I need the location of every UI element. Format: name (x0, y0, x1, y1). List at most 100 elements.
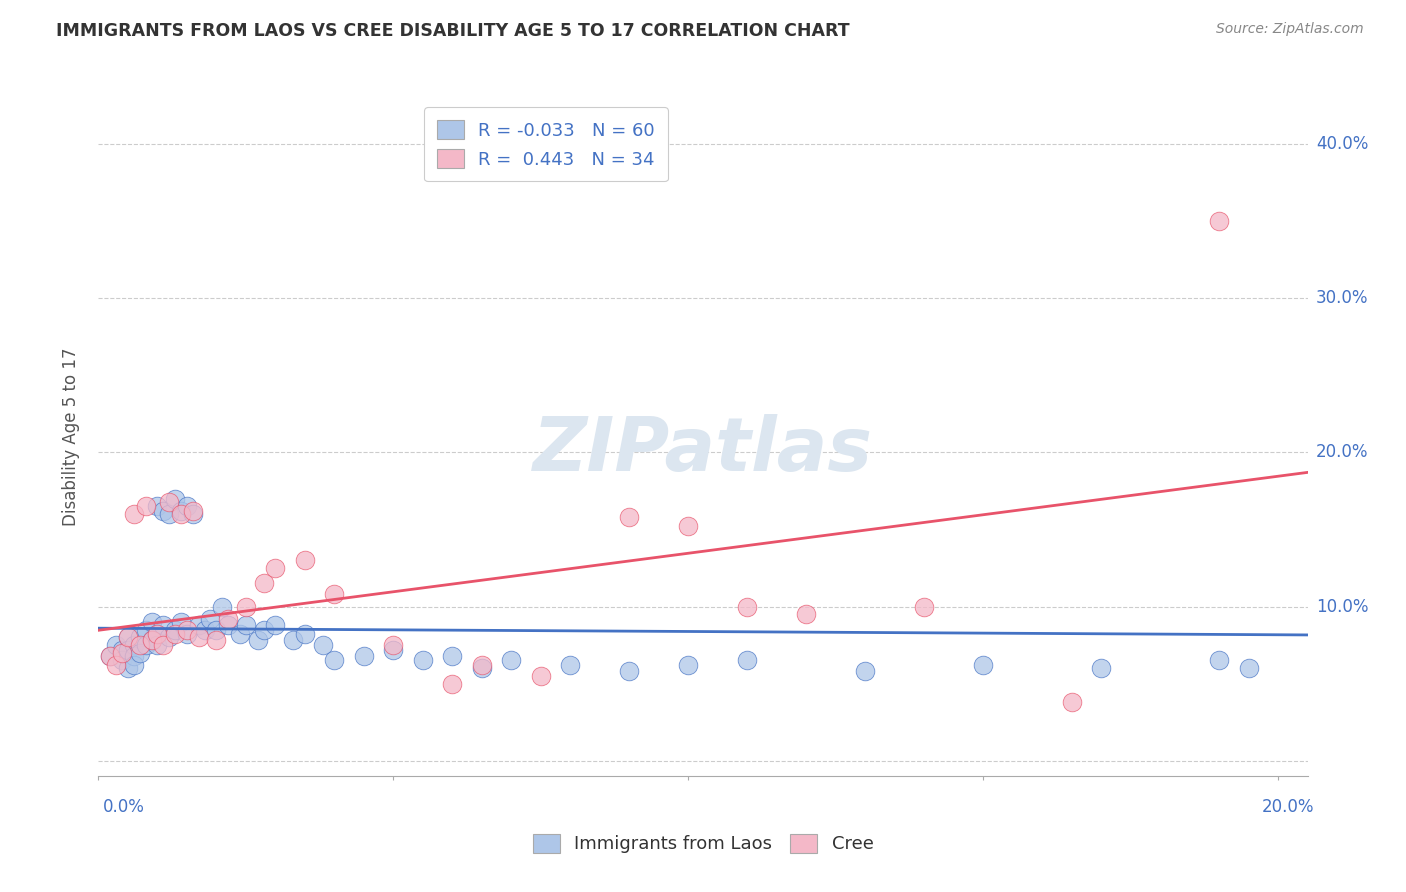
Point (353, 648, 375, 663)
Point (117, 631, 139, 645)
Point (205, 623, 228, 637)
Point (619, 665, 641, 679)
Point (323, 587, 346, 601)
Point (157, 495, 180, 509)
Point (111, 646, 134, 660)
Point (117, 642, 139, 657)
Point (128, 631, 150, 645)
Point (135, 638, 157, 652)
Point (853, 665, 876, 679)
Point (735, 599, 758, 614)
Point (146, 627, 169, 641)
Point (170, 615, 193, 629)
Point (146, 627, 169, 641)
Legend: R = -0.033   N = 60, R =  0.443   N = 34: R = -0.033 N = 60, R = 0.443 N = 34 (425, 107, 668, 181)
Point (252, 623, 274, 637)
Text: 20.0%: 20.0% (1263, 798, 1315, 816)
Point (176, 500, 198, 514)
Text: 20.0%: 20.0% (1316, 443, 1368, 461)
Point (794, 607, 817, 622)
Text: Source: ZipAtlas.com: Source: ZipAtlas.com (1216, 22, 1364, 37)
Point (471, 661, 494, 675)
Point (141, 633, 163, 648)
Point (735, 653, 758, 667)
Point (678, 658, 700, 673)
Point (252, 576, 274, 591)
Point (382, 638, 405, 652)
Point (122, 638, 145, 652)
Legend: Immigrants from Laos, Cree: Immigrants from Laos, Cree (526, 826, 880, 861)
Point (678, 519, 700, 533)
Point (619, 510, 641, 524)
Point (181, 507, 204, 521)
Y-axis label: Disability Age 5 to 17: Disability Age 5 to 17 (62, 348, 80, 526)
Point (211, 599, 233, 614)
Point (105, 638, 128, 652)
Point (246, 633, 269, 648)
Point (229, 627, 252, 641)
Point (152, 618, 174, 632)
Point (1090, 661, 1112, 675)
Point (281, 633, 304, 648)
Point (128, 646, 150, 660)
Point (205, 633, 228, 648)
Point (165, 627, 187, 641)
Point (98, 648, 121, 663)
Point (141, 615, 163, 629)
Point (294, 627, 316, 641)
Point (98, 648, 121, 663)
Point (412, 653, 434, 667)
Text: IMMIGRANTS FROM LAOS VS CREE DISABILITY AGE 5 TO 17 CORRELATION CHART: IMMIGRANTS FROM LAOS VS CREE DISABILITY … (56, 22, 849, 40)
Text: 40.0%: 40.0% (1316, 136, 1368, 153)
Point (323, 653, 346, 667)
Point (441, 648, 464, 663)
Point (170, 507, 193, 521)
Point (146, 500, 169, 514)
Point (1208, 653, 1230, 667)
Point (117, 631, 139, 645)
Point (111, 642, 134, 657)
Point (200, 612, 222, 626)
Point (111, 653, 134, 667)
Point (1237, 661, 1260, 675)
Text: ZIPatlas: ZIPatlas (533, 414, 873, 487)
Point (135, 623, 157, 637)
Point (235, 599, 257, 614)
Point (152, 638, 174, 652)
Point (264, 561, 287, 575)
Point (157, 631, 180, 645)
Point (170, 504, 193, 518)
Point (217, 612, 239, 626)
Point (141, 633, 163, 648)
Point (152, 504, 174, 518)
Point (1060, 695, 1083, 709)
Point (972, 658, 994, 673)
Point (105, 658, 128, 673)
Text: 30.0%: 30.0% (1316, 289, 1368, 308)
Point (176, 623, 198, 637)
Point (165, 623, 187, 637)
Point (912, 599, 935, 614)
Point (560, 658, 582, 673)
Text: 10.0%: 10.0% (1316, 598, 1368, 615)
Point (294, 553, 316, 567)
Point (128, 638, 150, 652)
Point (122, 658, 145, 673)
Point (157, 507, 180, 521)
Text: 0.0%: 0.0% (103, 798, 145, 816)
Point (471, 658, 494, 673)
Point (217, 618, 239, 632)
Point (187, 631, 209, 645)
Point (501, 653, 523, 667)
Point (235, 618, 257, 632)
Point (311, 638, 333, 652)
Point (135, 500, 157, 514)
Point (382, 642, 405, 657)
Point (122, 648, 145, 663)
Point (117, 661, 139, 675)
Point (1208, 214, 1230, 228)
Point (176, 627, 198, 641)
Point (146, 638, 169, 652)
Point (122, 507, 145, 521)
Point (530, 669, 553, 683)
